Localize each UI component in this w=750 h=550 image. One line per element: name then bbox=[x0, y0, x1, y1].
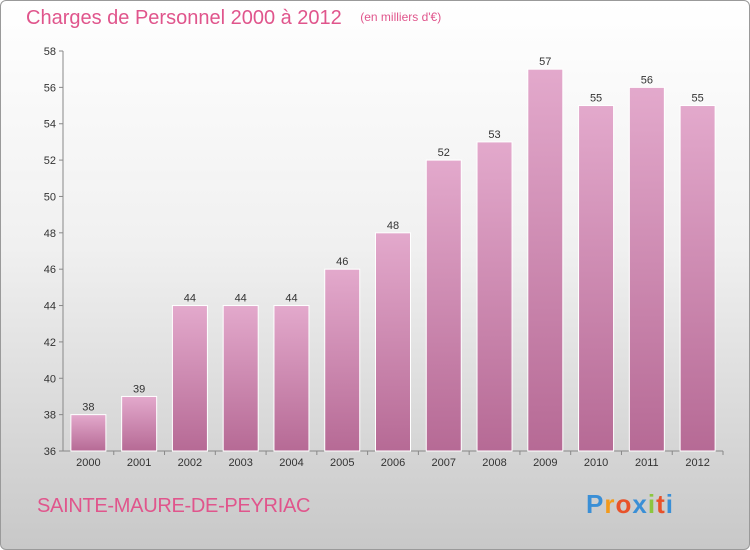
y-tick-label: 44 bbox=[44, 301, 56, 313]
x-tick-label-2010: 2010 bbox=[584, 457, 608, 469]
x-tick-label-2005: 2005 bbox=[330, 457, 354, 469]
value-label-2011: 56 bbox=[641, 74, 653, 86]
bar-2001 bbox=[121, 395, 158, 452]
y-tick-label: 50 bbox=[44, 191, 56, 203]
chart-unit-label: (en milliers d'€) bbox=[360, 10, 442, 24]
y-tick-label: 52 bbox=[44, 155, 56, 167]
y-tick-label: 46 bbox=[44, 264, 56, 276]
value-label-2010: 55 bbox=[590, 93, 602, 105]
y-tick-label: 54 bbox=[44, 119, 56, 131]
bar-2011 bbox=[628, 86, 665, 452]
logo-letter: o bbox=[615, 489, 633, 519]
bar-2010 bbox=[578, 105, 615, 452]
y-tick-label: 38 bbox=[44, 410, 56, 422]
x-tick-label-2004: 2004 bbox=[279, 457, 303, 469]
bar-2005 bbox=[324, 268, 361, 452]
bar-2012 bbox=[679, 105, 716, 452]
x-tick-label-2009: 2009 bbox=[533, 457, 557, 469]
value-label-2002: 44 bbox=[184, 293, 196, 305]
value-label-2008: 53 bbox=[488, 129, 500, 141]
y-tick-label: 42 bbox=[44, 337, 56, 349]
x-tick-label-2008: 2008 bbox=[482, 457, 506, 469]
logo-letter: x bbox=[632, 489, 648, 519]
proxiti-logo: Proxiti bbox=[586, 489, 674, 520]
bar-2000 bbox=[70, 414, 107, 452]
x-tick-label-2006: 2006 bbox=[381, 457, 405, 469]
chart-bars bbox=[70, 68, 716, 452]
x-tick-label-2003: 2003 bbox=[228, 457, 252, 469]
logo-letter: r bbox=[604, 489, 616, 519]
bar-2008 bbox=[476, 141, 513, 452]
bar-2007 bbox=[425, 159, 462, 452]
x-tick-label-2001: 2001 bbox=[127, 457, 151, 469]
logo-letter: t bbox=[656, 489, 666, 519]
chart-labels: 36 38 40 42 44 46 48 50 52 54 56 58 38 2000 39 2001 44 20… bbox=[44, 46, 710, 469]
y-tick-label: 48 bbox=[44, 228, 56, 240]
value-label-2012: 55 bbox=[691, 93, 703, 105]
y-tick-label: 40 bbox=[44, 373, 56, 385]
x-tick-label-2007: 2007 bbox=[432, 457, 456, 469]
value-label-2004: 44 bbox=[285, 293, 297, 305]
bar-2002 bbox=[171, 305, 208, 452]
value-label-2007: 52 bbox=[438, 147, 450, 159]
value-label-2009: 57 bbox=[539, 56, 551, 68]
bar-2004 bbox=[273, 305, 310, 452]
logo-letter: i bbox=[647, 489, 657, 519]
value-label-2000: 38 bbox=[82, 402, 94, 414]
x-tick-label-2011: 2011 bbox=[635, 457, 659, 469]
bar-2003 bbox=[222, 305, 259, 452]
logo-letter: i bbox=[665, 489, 674, 519]
chart-header: Charges de Personnel 2000 à 2012 (en mil… bbox=[26, 7, 441, 30]
x-tick-label-2012: 2012 bbox=[685, 457, 709, 469]
bar-2009 bbox=[527, 68, 564, 452]
place-name: SAINTE-MAURE-DE-PEYRIAC bbox=[37, 495, 311, 517]
value-label-2001: 39 bbox=[133, 383, 145, 395]
x-tick-label-2002: 2002 bbox=[178, 457, 202, 469]
y-tick-label: 56 bbox=[44, 82, 56, 94]
bar-2006 bbox=[375, 232, 411, 452]
value-label-2005: 46 bbox=[336, 256, 348, 268]
y-tick-label: 36 bbox=[44, 446, 56, 458]
logo-letter: P bbox=[586, 489, 605, 519]
x-tick-label-2000: 2000 bbox=[76, 457, 100, 469]
value-label-2003: 44 bbox=[235, 293, 247, 305]
y-tick-label: 58 bbox=[44, 46, 56, 58]
chart-title: Charges de Personnel 2000 à 2012 bbox=[26, 7, 342, 29]
value-label-2006: 48 bbox=[387, 220, 399, 232]
